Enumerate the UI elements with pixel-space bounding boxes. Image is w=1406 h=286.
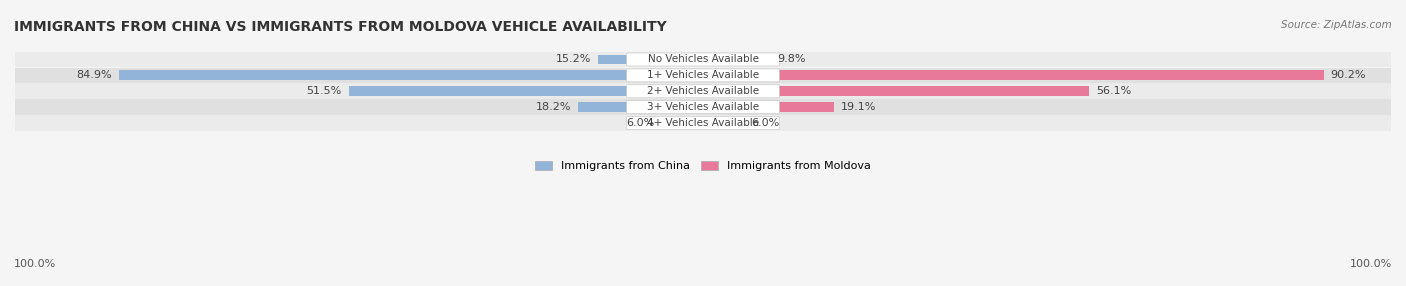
- FancyBboxPatch shape: [627, 69, 779, 82]
- Text: 100.0%: 100.0%: [1350, 259, 1392, 269]
- Bar: [15, 84, 1391, 99]
- Bar: [703, 86, 1090, 96]
- FancyBboxPatch shape: [627, 53, 779, 66]
- Bar: [703, 118, 744, 128]
- Text: 1+ Vehicles Available: 1+ Vehicles Available: [647, 70, 759, 80]
- Bar: [662, 118, 703, 128]
- Text: 4+ Vehicles Available: 4+ Vehicles Available: [647, 118, 759, 128]
- Text: IMMIGRANTS FROM CHINA VS IMMIGRANTS FROM MOLDOVA VEHICLE AVAILABILITY: IMMIGRANTS FROM CHINA VS IMMIGRANTS FROM…: [14, 20, 666, 34]
- Bar: [15, 67, 1391, 83]
- Bar: [15, 99, 1391, 115]
- Bar: [349, 86, 703, 96]
- Bar: [703, 102, 834, 112]
- Text: Source: ZipAtlas.com: Source: ZipAtlas.com: [1281, 20, 1392, 30]
- Text: 18.2%: 18.2%: [536, 102, 571, 112]
- Text: 9.8%: 9.8%: [778, 55, 806, 64]
- Text: 51.5%: 51.5%: [307, 86, 342, 96]
- Bar: [703, 55, 770, 64]
- Text: 90.2%: 90.2%: [1330, 70, 1367, 80]
- Text: 15.2%: 15.2%: [557, 55, 592, 64]
- Bar: [703, 70, 1323, 80]
- Legend: Immigrants from China, Immigrants from Moldova: Immigrants from China, Immigrants from M…: [531, 157, 875, 176]
- Text: 6.0%: 6.0%: [627, 118, 655, 128]
- Text: 84.9%: 84.9%: [76, 70, 112, 80]
- Text: No Vehicles Available: No Vehicles Available: [648, 55, 758, 64]
- Bar: [120, 70, 703, 80]
- FancyBboxPatch shape: [627, 101, 779, 114]
- Text: 56.1%: 56.1%: [1095, 86, 1130, 96]
- Text: 3+ Vehicles Available: 3+ Vehicles Available: [647, 102, 759, 112]
- Bar: [578, 102, 703, 112]
- Text: 2+ Vehicles Available: 2+ Vehicles Available: [647, 86, 759, 96]
- Bar: [599, 55, 703, 64]
- Bar: [15, 115, 1391, 131]
- Text: 6.0%: 6.0%: [751, 118, 779, 128]
- Bar: [15, 52, 1391, 67]
- FancyBboxPatch shape: [627, 116, 779, 130]
- Text: 100.0%: 100.0%: [14, 259, 56, 269]
- FancyBboxPatch shape: [627, 85, 779, 98]
- Text: 19.1%: 19.1%: [841, 102, 877, 112]
